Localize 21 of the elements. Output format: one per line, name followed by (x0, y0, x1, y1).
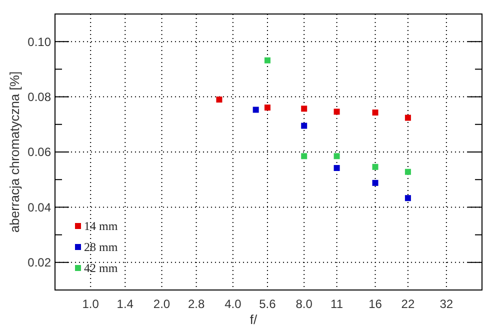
legend-label: 14 mm (84, 219, 118, 234)
x-tick-label: 8.0 (296, 297, 313, 311)
x-tick-label: 22 (401, 297, 415, 311)
x-tick-label: 1.4 (116, 297, 134, 311)
y-tick-label: 0.06 (28, 145, 52, 160)
x-tick-label: 11 (330, 297, 344, 311)
x-tick-label: 2.8 (188, 297, 205, 311)
x-axis-title: f/ (250, 312, 258, 327)
x-tick-label: 5.6 (259, 297, 276, 311)
y-tick-label: 0.04 (28, 200, 52, 214)
x-tick-label: 32 (440, 297, 454, 311)
y-tick-label: 0.02 (28, 256, 52, 270)
legend-label: 42 mm (84, 261, 118, 276)
y-tick-label: 0.08 (28, 90, 52, 104)
legend-label: 28 mm (84, 240, 118, 254)
y-tick-label: 0.10 (28, 34, 52, 49)
x-tick-label: 16 (368, 297, 382, 311)
x-tick-label: 1.0 (82, 297, 100, 311)
y-axis-title: aberracja chromatyczna [%] (7, 71, 22, 233)
x-tick-label: 4.0 (224, 297, 242, 311)
x-tick-label: 2.0 (153, 297, 170, 311)
